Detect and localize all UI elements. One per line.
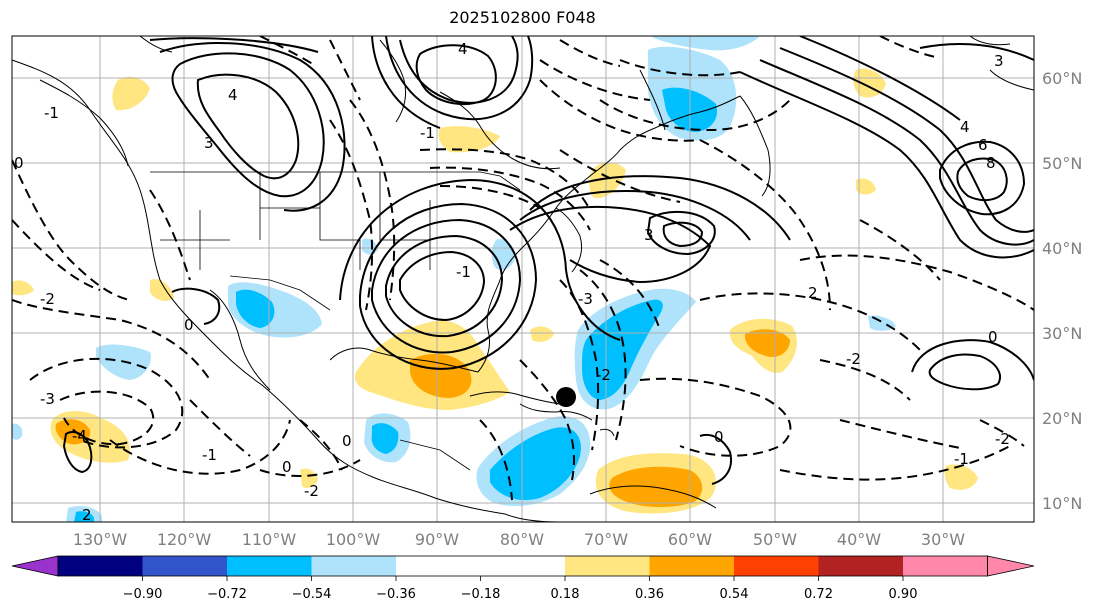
contour-label: 3 <box>994 52 1004 70</box>
contour-label: 2 <box>808 284 818 302</box>
colorbar-segment <box>480 556 565 576</box>
lon-label: 80°W <box>500 530 544 549</box>
contour-label: -1 <box>954 450 969 468</box>
map-title: 2025102800 F048 <box>449 8 596 27</box>
colorbar-segment <box>903 556 988 576</box>
contour-label: 8 <box>986 154 996 172</box>
latitude-labels: 60°N 50°N 40°N 30°N 20°N 10°N <box>1042 69 1082 513</box>
lat-lon-grid <box>12 36 1034 522</box>
contour-label: 2 <box>82 506 92 524</box>
contour-label: 6 <box>978 136 988 154</box>
lon-label: 70°W <box>584 530 628 549</box>
contour-label: 0 <box>988 328 998 346</box>
colorbar-segment <box>58 556 143 576</box>
contour-label: -3 <box>40 390 55 408</box>
lon-label: 90°W <box>415 530 459 549</box>
negative-anomaly-mexico-core <box>236 289 275 328</box>
colorbar-segment <box>396 556 481 576</box>
contour-label: 4 <box>228 86 238 104</box>
contour-label: -1 <box>202 446 217 464</box>
lat-label: 50°N <box>1042 154 1082 173</box>
lat-label: 30°N <box>1042 324 1082 343</box>
colorbar-tick-label: −0.18 <box>461 587 501 602</box>
contour-label: -3 <box>578 290 593 308</box>
negative-anomaly-atlantic-core <box>582 299 663 400</box>
shaded-anomaly-regions <box>12 36 978 522</box>
contour-label: -2 <box>995 430 1010 448</box>
colorbar-segment <box>565 556 650 576</box>
contour-label: 4 <box>960 118 970 136</box>
colorbar-tick-label: −0.90 <box>123 587 163 602</box>
contour-label: 0 <box>282 458 292 476</box>
lon-label: 60°W <box>668 530 712 549</box>
contour-label: -2 <box>846 350 861 368</box>
colorbar-tick-label: −0.54 <box>292 587 332 602</box>
lon-label: 130°W <box>73 530 128 549</box>
coastlines <box>12 36 1034 522</box>
lat-label: 20°N <box>1042 409 1082 428</box>
colorbar-segment <box>734 556 819 576</box>
colorbar-segment <box>818 556 903 576</box>
lon-label: 120°W <box>157 530 212 549</box>
contour-label: 0 <box>184 316 194 334</box>
contour-labels: 4 3 0 -1 -2 0 -3 -4 2 -1 0 -2 0 -1 4 3 6… <box>14 40 1010 524</box>
longitude-labels: 130°W 120°W 110°W 100°W 90°W 80°W 70°W 6… <box>73 530 965 549</box>
colorbar-tick-label: 0.18 <box>551 587 580 602</box>
colorbar-segment <box>227 556 312 576</box>
contour-label: -2 <box>304 482 319 500</box>
contour-label: -2 <box>596 366 611 384</box>
colorbar-extend-low <box>11 555 59 577</box>
colorbar-segment <box>142 556 227 576</box>
colorbar-tick-label: 0.36 <box>635 587 664 602</box>
negative-anomaly-caribbean-core <box>490 427 581 501</box>
colorbar-tick-label: −0.72 <box>207 587 247 602</box>
positive-anomaly-atlantic-core <box>744 329 790 358</box>
lat-label: 60°N <box>1042 69 1082 88</box>
storm-center-marker <box>556 387 576 407</box>
contour-label: -1 <box>44 104 59 122</box>
contour-label: -2 <box>40 290 55 308</box>
lat-label: 40°N <box>1042 239 1082 258</box>
dashed-contours <box>12 36 1034 501</box>
colorbar-segment <box>311 556 396 576</box>
colorbar-tick-label: 0.90 <box>889 587 918 602</box>
lon-label: 50°W <box>753 530 797 549</box>
contour-label: 3 <box>204 134 214 152</box>
colorbar-segment <box>649 556 734 576</box>
colorbar-tick-label: 0.72 <box>804 587 833 602</box>
contour-label: -1 <box>456 263 471 281</box>
lon-label: 40°W <box>837 530 881 549</box>
contour-label: 0 <box>714 428 724 446</box>
contour-label: 3 <box>644 226 654 244</box>
contour-label: -1 <box>420 124 435 142</box>
positive-anomaly-gulf-core <box>410 353 472 398</box>
contour-label: 0 <box>14 154 24 172</box>
contour-label: -4 <box>72 427 87 445</box>
map-frame <box>11 35 1035 523</box>
colorbar: −0.90 −0.72 −0.54 −0.36 −0.18 0.18 0.36 … <box>11 555 1035 602</box>
lon-label: 110°W <box>242 530 297 549</box>
contour-label: 0 <box>342 432 352 450</box>
lat-label: 10°N <box>1042 494 1082 513</box>
contour-label: 4 <box>458 40 468 58</box>
lon-label: 100°W <box>326 530 381 549</box>
colorbar-tick-label: 0.54 <box>720 587 749 602</box>
colorbar-tick-label: −0.36 <box>376 587 416 602</box>
lon-label: 30°W <box>921 530 965 549</box>
colorbar-extend-high <box>987 555 1035 577</box>
